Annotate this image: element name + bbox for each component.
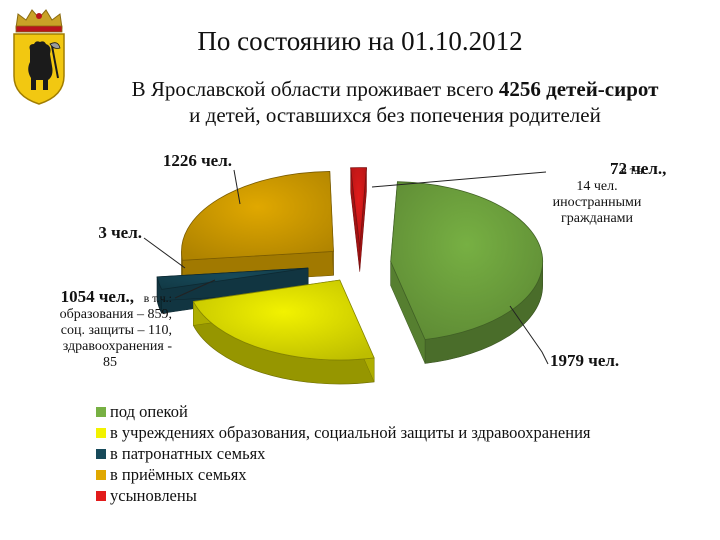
slice-detail-label: иностранными xyxy=(553,195,642,210)
chart-legend: под опекой в учреждениях образования, соц… xyxy=(96,401,591,506)
legend-swatch xyxy=(96,490,106,501)
page-subtitle: В Ярославской области проживает всего 42… xyxy=(70,76,720,128)
slice-detail-label: в т.ч.: xyxy=(144,291,172,305)
pie-slice-2 xyxy=(192,279,375,385)
slice-detail-label: гражданами xyxy=(561,211,634,226)
pie-slice-1 xyxy=(390,181,544,364)
legend-label: в приёмных семьях xyxy=(110,465,247,484)
slice-label-1: 1979 чел. xyxy=(509,305,619,370)
legend-label: под опекой xyxy=(110,402,188,421)
slice-value-label: 1054 чел., xyxy=(61,287,134,306)
slice-detail-label: образования – 859, xyxy=(60,307,172,322)
subtitle-total: 4256 детей-сирот xyxy=(498,77,659,101)
legend-swatch xyxy=(96,406,106,417)
legend-label: усыновлены xyxy=(110,486,197,505)
pie-slice-5 xyxy=(350,167,367,272)
pie-slice-4 xyxy=(181,171,334,285)
page-title: По состоянию на 01.10.2012 xyxy=(197,26,523,56)
slice-detail-label: в т.ч. xyxy=(621,163,646,177)
legend-item: в приёмных семьях xyxy=(96,464,591,485)
legend-label: в учреждениях образования, социальной за… xyxy=(110,423,591,442)
subtitle-text-2: и детей, оставшихся без попечения родите… xyxy=(189,103,601,127)
legend-item: под опекой xyxy=(96,401,591,422)
legend-item: в патронатных семьях xyxy=(96,443,591,464)
legend-item: в учреждениях образования, социальной за… xyxy=(96,422,591,443)
slice-detail-label: соц. защиты – 110, xyxy=(61,323,172,338)
slice-label-2: 1054 чел., xyxy=(61,279,216,306)
slice-detail-label: 85 xyxy=(103,355,117,370)
slice-detail-label: 14 чел. xyxy=(576,179,617,194)
coat-of-arms-icon xyxy=(13,9,65,105)
subtitle-text: В Ярославской области проживает всего xyxy=(131,77,499,101)
slice-value-label: 1226 чел. xyxy=(163,151,232,170)
slice-detail-label: здравоохранения - xyxy=(63,339,173,354)
legend-label: в патронатных семьях xyxy=(110,444,266,463)
legend-swatch xyxy=(96,469,106,480)
slice-label-3: 3 чел. xyxy=(98,223,186,269)
legend-swatch xyxy=(96,448,106,459)
legend-swatch xyxy=(96,427,106,438)
slice-label-4: 1226 чел. xyxy=(163,151,241,205)
slice-value-label: 72 чел., xyxy=(610,159,666,178)
legend-item: усыновлены xyxy=(96,485,591,506)
slice-value-label: 1979 чел. xyxy=(550,351,619,370)
slice-value-label: 3 чел. xyxy=(98,223,142,242)
slice-label-5: 72 чел., xyxy=(371,159,666,188)
